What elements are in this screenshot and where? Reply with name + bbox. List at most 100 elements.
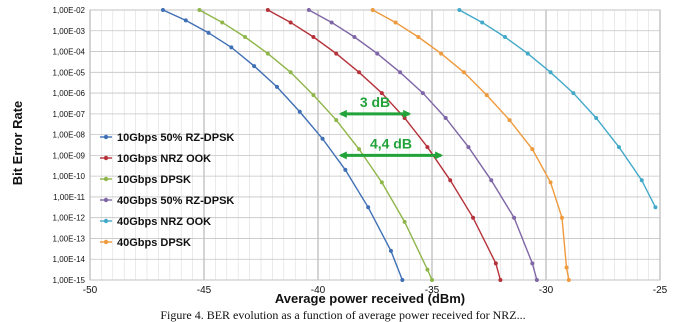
series-point-3 [311, 93, 316, 98]
series-point-1 [343, 167, 348, 172]
series-point-3 [220, 20, 225, 25]
series-lines [160, 8, 658, 282]
annotations: 3 dB 4,4 dB [338, 94, 444, 160]
series-point-1 [388, 248, 393, 253]
series-line-2 [267, 9, 502, 281]
series-point-2 [379, 91, 384, 96]
y-tick-label: 1,00E-10 [53, 172, 86, 181]
series-point-3 [402, 219, 407, 224]
series-point-6 [393, 20, 398, 25]
series-point-1 [400, 278, 405, 282]
series-point-3 [357, 147, 362, 152]
legend-label-2: 10Gbps NRZ OOK [117, 153, 211, 165]
series-line-4 [308, 9, 538, 281]
legend-marker-4 [103, 197, 109, 203]
series-point-4 [375, 51, 380, 56]
legend-marker-5 [103, 218, 109, 224]
x-tick-label: -25 [653, 285, 668, 296]
series-point-2 [498, 278, 503, 282]
x-tick-label: -35 [425, 285, 440, 296]
series-point-1 [366, 205, 371, 210]
series-point-3 [425, 267, 430, 272]
series-point-6 [559, 215, 564, 220]
series-point-2 [311, 35, 316, 39]
legend-marker-1 [103, 134, 109, 140]
legend-marker-2 [103, 155, 109, 161]
series-point-5 [639, 178, 644, 183]
series-point-1 [206, 30, 211, 35]
series-point-6 [507, 118, 512, 123]
series-point-4 [420, 91, 425, 96]
series-point-1 [252, 64, 257, 69]
series-point-5 [502, 35, 507, 39]
legend-label-5: 40Gbps NRZ OOK [117, 216, 211, 228]
series-point-2 [493, 261, 498, 266]
x-tick-label: -45 [197, 285, 212, 296]
series-point-4 [306, 8, 311, 12]
series-point-3 [265, 51, 270, 56]
series-point-4 [398, 70, 403, 75]
legend-marker-3 [103, 176, 109, 182]
series-point-6 [370, 8, 375, 12]
series-point-3 [197, 8, 202, 12]
series-point-1 [229, 45, 234, 50]
y-tick-label: 1,00E-09 [53, 151, 86, 160]
series-point-4 [443, 116, 448, 120]
ber-chart: 1,00E-02 1,00E-03 1,00E-04 1,00E-05 1,00E-06… [10, 6, 668, 306]
y-tick-label: 1,00E-13 [53, 234, 86, 243]
y-tick-label: 1,00E-04 [53, 48, 86, 57]
series-point-1 [320, 136, 325, 141]
x-tick-labels: -50 -45 -40 -35 -30 -25 [83, 285, 668, 296]
series-point-3 [288, 70, 293, 75]
series-point-6 [439, 51, 444, 56]
series-point-2 [402, 116, 407, 120]
x-tick-label: -40 [311, 285, 326, 296]
legend-label-3: 10Gbps DPSK [117, 174, 191, 186]
series-point-5 [594, 116, 599, 120]
series-point-2 [265, 8, 270, 12]
series-point-6 [564, 265, 569, 270]
series-point-4 [329, 20, 334, 25]
series-point-6 [530, 147, 535, 152]
x-tick-label: -50 [83, 285, 98, 296]
figure-caption: Figure 4. BER evolution as a function of… [160, 308, 526, 322]
y-tick-label: 1,00E-07 [53, 110, 86, 119]
legend-label-1: 10Gbps 50% RZ-DPSK [117, 132, 234, 144]
series-point-2 [425, 145, 430, 150]
series-line-1 [162, 9, 404, 281]
series-point-6 [461, 70, 466, 75]
y-tick-label: 1,00E-02 [53, 6, 86, 15]
series-line-3 [199, 9, 433, 281]
series-line-6 [372, 9, 570, 281]
y-tick-label: 1,00E-15 [53, 276, 86, 285]
series-point-3 [379, 180, 384, 185]
series-point-5 [548, 70, 553, 75]
series-point-3 [430, 278, 434, 282]
series-point-6 [484, 93, 489, 98]
series-point-1 [160, 8, 165, 12]
series-point-6 [566, 278, 571, 282]
series-point-2 [471, 215, 476, 220]
y-tick-label: 1,00E-03 [53, 27, 86, 36]
series-point-5 [571, 91, 576, 96]
series-point-6 [416, 35, 421, 39]
legend: 10Gbps 50% RZ-DPSK 10Gbps NRZ OOK 10Gbps D… [100, 132, 234, 249]
x-axis-label: Average power received (dBm) [275, 291, 465, 306]
series-point-4 [530, 261, 535, 266]
series-point-2 [448, 178, 453, 183]
series-point-5 [457, 8, 462, 12]
series-point-2 [288, 20, 293, 25]
annotation-label-1: 3 dB [360, 94, 390, 110]
series-point-5 [653, 205, 658, 210]
y-tick-label: 1,00E-14 [53, 255, 86, 264]
y-tick-label: 1,00E-06 [53, 89, 86, 98]
legend-label-6: 40Gbps DPSK [117, 237, 191, 249]
series-point-1 [297, 109, 302, 114]
x-tick-label: -30 [539, 285, 554, 296]
y-tick-labels: 1,00E-02 1,00E-03 1,00E-04 1,00E-05 1,00E-06… [53, 6, 86, 285]
y-tick-label: 1,00E-05 [53, 68, 86, 77]
series-point-5 [525, 51, 530, 56]
series-point-2 [357, 70, 362, 75]
legend-label-4: 40Gbps 50% RZ-DPSK [117, 195, 234, 207]
series-point-3 [334, 118, 339, 123]
